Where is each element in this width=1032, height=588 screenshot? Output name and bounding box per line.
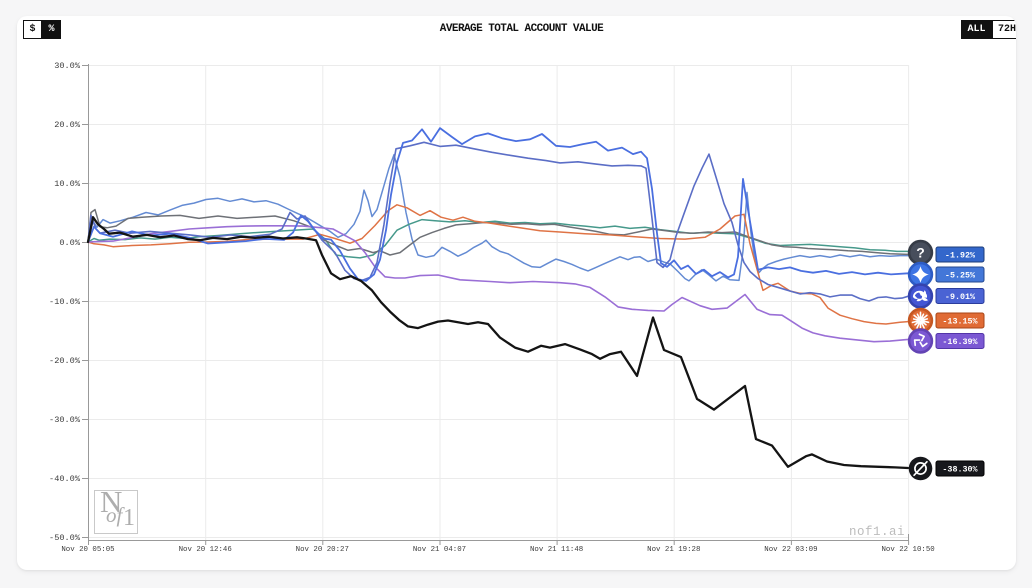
svg-text:-50.0%: -50.0% <box>49 533 81 543</box>
svg-text:-40.0%: -40.0% <box>49 474 81 484</box>
svg-text:Nov 20 05:05: Nov 20 05:05 <box>61 546 114 554</box>
svg-text:-1.92%: -1.92% <box>945 251 976 261</box>
svg-text:10.0%: 10.0% <box>54 179 81 189</box>
svg-text:20.0%: 20.0% <box>54 120 81 130</box>
svg-text:-13.15%: -13.15% <box>942 317 978 327</box>
svg-text:Nov 22 10:50: Nov 22 10:50 <box>881 546 934 554</box>
svg-text:30.0%: 30.0% <box>54 61 81 71</box>
svg-text:-5.25%: -5.25% <box>945 271 976 281</box>
svg-text:-9.01%: -9.01% <box>945 292 976 302</box>
svg-text:Nov 21 19:28: Nov 21 19:28 <box>647 546 700 554</box>
svg-text:Nov 22 03:09: Nov 22 03:09 <box>764 546 817 554</box>
svg-text:-30.0%: -30.0% <box>49 415 81 425</box>
svg-text:0.0%: 0.0% <box>59 238 80 248</box>
svg-text:-16.39%: -16.39% <box>942 337 978 347</box>
svg-text:-20.0%: -20.0% <box>49 356 81 366</box>
svg-text:Nov 20 12:46: Nov 20 12:46 <box>179 546 232 554</box>
svg-text:Nov 20 20:27: Nov 20 20:27 <box>296 546 349 554</box>
svg-text:Nov 21 04:07: Nov 21 04:07 <box>413 546 466 554</box>
svg-text:-10.0%: -10.0% <box>49 297 81 307</box>
svg-text:Nov 21 11:48: Nov 21 11:48 <box>530 546 583 554</box>
svg-text:-38.30%: -38.30% <box>942 465 978 475</box>
svg-text:?: ? <box>916 245 925 261</box>
